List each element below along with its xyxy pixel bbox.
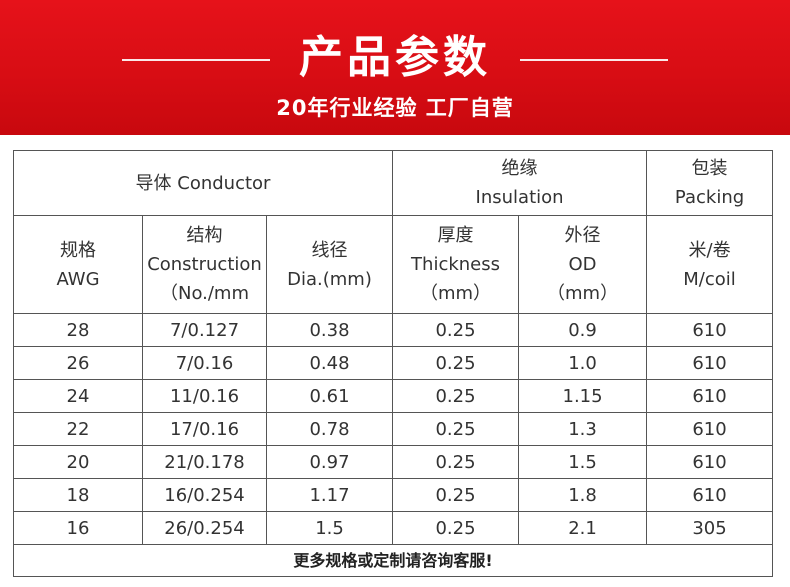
header-packing-cn: 包装 <box>691 158 728 179</box>
header-insulation-en: Insulation <box>475 187 564 208</box>
table-row: 20 21/0.178 0.97 0.25 1.5 610 <box>13 445 774 479</box>
cell-od: 1.5 <box>518 445 648 479</box>
cell-construction: 16/0.254 <box>142 478 267 512</box>
cell-construction: 26/0.254 <box>142 511 267 545</box>
cell-thickness: 0.25 <box>392 511 520 545</box>
col-header-od-en: OD <box>568 254 597 275</box>
cell-thickness: 0.25 <box>392 445 520 479</box>
col-header-od: 外径 OD （mm） <box>518 215 648 314</box>
col-header-dia-cn: 线径 <box>311 239 348 261</box>
cell-od: 1.3 <box>518 412 648 446</box>
header-banner: 产品参数 20年行业经验 工厂自营 <box>0 0 790 135</box>
col-header-od-cn: 外径 <box>564 225 601 246</box>
col-header-awg-en: AWG <box>56 268 100 290</box>
header-insulation: 绝缘 Insulation <box>392 150 648 216</box>
col-header-packing-en: M/coil <box>683 268 736 290</box>
table-row: 22 17/0.16 0.78 0.25 1.3 610 <box>13 412 774 446</box>
cell-construction: 11/0.16 <box>142 379 267 413</box>
col-header-construction-en: Construction <box>147 254 262 275</box>
cell-packing: 610 <box>646 346 774 380</box>
cell-awg: 26 <box>13 346 143 380</box>
cell-packing: 610 <box>646 379 774 413</box>
cell-construction: 17/0.16 <box>142 412 267 446</box>
header-insulation-cn: 绝缘 <box>501 158 538 179</box>
spec-table: 导体 Conductor 绝缘 Insulation 包装 Packing 规格… <box>12 150 774 577</box>
cell-dia: 0.78 <box>265 412 394 446</box>
col-header-construction-unit: （No./mm <box>159 283 249 304</box>
col-header-awg: 规格 AWG <box>13 215 143 314</box>
table-row: 24 11/0.16 0.61 0.25 1.15 610 <box>13 379 774 413</box>
footer-row: 更多规格或定制请咨询客服! <box>12 544 774 577</box>
header-packing-en: Packing <box>674 187 745 208</box>
column-header-row: 规格 AWG 结构 Construction （No./mm 线径 Dia.(m… <box>13 215 774 314</box>
cell-packing: 610 <box>646 445 774 479</box>
cell-dia: 1.5 <box>265 511 394 545</box>
cell-dia: 0.48 <box>265 346 394 380</box>
col-header-dia: 线径 Dia.(mm) <box>265 215 394 314</box>
footer-note: 更多规格或定制请咨询客服! <box>12 544 774 577</box>
cell-dia: 0.97 <box>265 445 394 479</box>
col-header-packing: 米/卷 M/coil <box>646 215 774 314</box>
banner-divider-right <box>520 59 668 61</box>
cell-od: 0.9 <box>518 313 648 347</box>
cell-od: 1.0 <box>518 346 648 380</box>
cell-dia: 1.17 <box>265 478 394 512</box>
cell-thickness: 0.25 <box>392 478 520 512</box>
table-row: 26 7/0.16 0.48 0.25 1.0 610 <box>13 346 774 380</box>
table-row: 28 7/0.127 0.38 0.25 0.9 610 <box>13 313 774 347</box>
cell-packing: 610 <box>646 412 774 446</box>
cell-awg: 28 <box>13 313 143 347</box>
col-header-construction-cn: 结构 <box>186 225 223 246</box>
cell-od: 2.1 <box>518 511 648 545</box>
group-header-row: 导体 Conductor 绝缘 Insulation 包装 Packing <box>12 150 774 216</box>
cell-packing: 305 <box>646 511 774 545</box>
header-packing: 包装 Packing <box>646 150 774 216</box>
cell-packing: 610 <box>646 313 774 347</box>
cell-thickness: 0.25 <box>392 412 520 446</box>
col-header-awg-cn: 规格 <box>60 239 96 261</box>
col-header-dia-en: Dia.(mm) <box>287 268 372 290</box>
cell-awg: 22 <box>13 412 143 446</box>
col-header-od-unit: （mm） <box>547 283 619 304</box>
cell-construction: 7/0.127 <box>142 313 267 347</box>
cell-thickness: 0.25 <box>392 346 520 380</box>
banner-divider-left <box>122 59 270 61</box>
banner-subtitle: 20年行业经验 工厂自营 <box>276 96 514 120</box>
col-header-thickness-cn: 厚度 <box>437 225 474 246</box>
cell-thickness: 0.25 <box>392 379 520 413</box>
cell-od: 1.15 <box>518 379 648 413</box>
cell-awg: 16 <box>13 511 143 545</box>
cell-od: 1.8 <box>518 478 648 512</box>
cell-awg: 24 <box>13 379 143 413</box>
cell-awg: 18 <box>13 478 143 512</box>
cell-construction: 7/0.16 <box>142 346 267 380</box>
banner-title: 产品参数 <box>299 32 491 83</box>
cell-dia: 0.38 <box>265 313 394 347</box>
table-row: 18 16/0.254 1.17 0.25 1.8 610 <box>13 478 774 512</box>
col-header-thickness: 厚度 Thickness （mm） <box>392 215 520 314</box>
cell-thickness: 0.25 <box>392 313 520 347</box>
cell-awg: 20 <box>13 445 143 479</box>
col-header-construction: 结构 Construction （No./mm <box>142 215 267 314</box>
header-conductor: 导体 Conductor <box>12 150 394 216</box>
cell-packing: 610 <box>646 478 774 512</box>
col-header-packing-cn: 米/卷 <box>688 239 731 261</box>
cell-dia: 0.61 <box>265 379 394 413</box>
table-row: 16 26/0.254 1.5 0.25 2.1 305 <box>13 511 774 545</box>
cell-construction: 21/0.178 <box>142 445 267 479</box>
col-header-thickness-en: Thickness <box>411 254 501 275</box>
col-header-thickness-unit: （mm） <box>419 283 492 304</box>
